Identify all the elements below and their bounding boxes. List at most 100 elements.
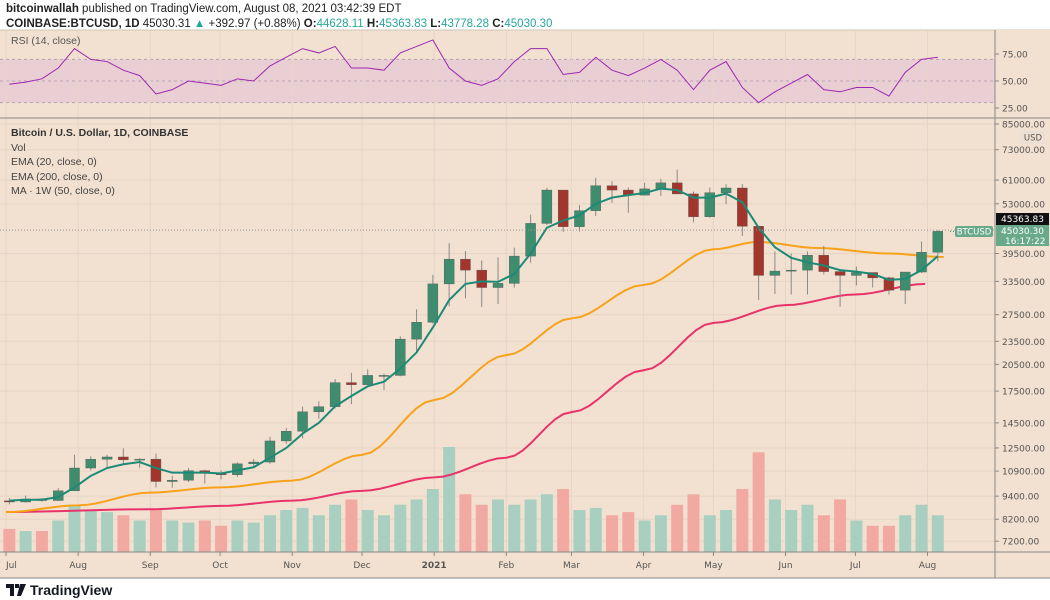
volume-bar bbox=[426, 489, 439, 552]
close-label: C: bbox=[492, 18, 505, 30]
candle-body bbox=[916, 252, 927, 273]
candle bbox=[671, 169, 683, 195]
candle-body bbox=[167, 479, 178, 482]
candle-body bbox=[753, 226, 764, 276]
candle-body bbox=[183, 470, 194, 481]
up-arrow-icon: ▲ bbox=[193, 18, 206, 30]
candle-body bbox=[53, 490, 64, 501]
price-axis-label: 33500.00 bbox=[1002, 278, 1045, 288]
candle bbox=[786, 253, 797, 295]
volume-bar bbox=[19, 531, 32, 552]
candle-body bbox=[932, 231, 944, 253]
candle bbox=[737, 183, 748, 237]
candle bbox=[101, 454, 113, 468]
volume-bar bbox=[296, 507, 309, 552]
candle bbox=[69, 454, 80, 492]
ma-1w-50-line bbox=[5, 282, 926, 513]
candle bbox=[4, 497, 15, 505]
ema-200-line bbox=[5, 240, 944, 514]
candle-body bbox=[118, 456, 129, 461]
time-axis-label: Sep bbox=[142, 561, 159, 571]
volume-bar bbox=[394, 504, 407, 552]
candle-body bbox=[883, 277, 895, 291]
time-axis-label: Aug bbox=[69, 561, 87, 571]
candle bbox=[834, 269, 846, 307]
candle bbox=[818, 245, 829, 275]
candle-body bbox=[297, 411, 308, 432]
candle-body bbox=[476, 269, 487, 288]
volume-bar bbox=[915, 504, 928, 552]
time-axis-label: 2021 bbox=[422, 561, 447, 571]
volume-bar bbox=[508, 504, 521, 552]
candle-body bbox=[150, 458, 162, 482]
candle-body bbox=[411, 322, 422, 340]
volume-bar bbox=[84, 510, 97, 552]
candle-body bbox=[4, 500, 15, 503]
candle bbox=[443, 243, 455, 307]
close-value: 45030.30 bbox=[504, 18, 553, 30]
candle bbox=[118, 448, 129, 464]
price-change: +392.97 (+0.88%) bbox=[208, 18, 301, 30]
candle-body bbox=[443, 258, 455, 285]
last-price-badge-text: 45030.30 bbox=[1001, 227, 1044, 237]
candle-body bbox=[737, 187, 748, 227]
candle bbox=[362, 369, 373, 385]
symbol-info: COINBASE:BTCUSD, 1D 45030.31 ▲ +392.97 (… bbox=[6, 18, 552, 30]
candle-body bbox=[541, 189, 553, 224]
candle bbox=[427, 274, 439, 324]
price-axis-label: 73000.00 bbox=[1002, 146, 1045, 156]
time-axis-label: Jul bbox=[5, 561, 17, 571]
candle bbox=[492, 257, 504, 304]
candle bbox=[541, 187, 553, 226]
volume-bar bbox=[149, 510, 162, 552]
candle-body bbox=[900, 271, 911, 291]
legend-ema20[interactable]: EMA (20, close, 0) bbox=[11, 156, 97, 168]
legend-vol[interactable]: Vol bbox=[11, 141, 26, 154]
candle-body bbox=[590, 185, 601, 211]
candle-body bbox=[281, 431, 292, 442]
high-price-badge-text: 45363.83 bbox=[1001, 215, 1044, 225]
price-axis-label: 7200.00 bbox=[1002, 538, 1039, 548]
volume-bar bbox=[654, 515, 667, 552]
author-name[interactable]: bitcoinwallah bbox=[6, 3, 79, 15]
low-label: L: bbox=[430, 18, 442, 30]
legend-ma1w50[interactable]: MA · 1W (50, close, 0) bbox=[11, 185, 115, 197]
legend-title: Bitcoin / U.S. Dollar, 1D, COINBASE bbox=[11, 127, 189, 139]
volume-bar bbox=[720, 510, 733, 552]
price-axis-label: 39500.00 bbox=[1002, 250, 1045, 260]
legend-ema200[interactable]: EMA (200, close, 0) bbox=[11, 170, 103, 183]
candle-body bbox=[769, 270, 781, 276]
volume-bar bbox=[68, 504, 81, 552]
volume-bar bbox=[557, 489, 570, 552]
volume-bar bbox=[866, 525, 879, 552]
volume-bar bbox=[524, 499, 537, 552]
open-value: 44628.11 bbox=[316, 18, 364, 30]
volume-bar bbox=[101, 512, 114, 552]
volume-bar bbox=[182, 522, 195, 552]
tradingview-logo[interactable]: TradingView bbox=[6, 582, 112, 598]
price-axis-label: 23500.00 bbox=[1002, 338, 1045, 348]
volume-bar bbox=[215, 525, 228, 552]
time-axis-label: Jul bbox=[849, 561, 861, 571]
volume-bar bbox=[492, 499, 505, 552]
high-price-badge bbox=[996, 213, 1049, 225]
high-value: 45363.83 bbox=[379, 18, 428, 30]
volume-bar bbox=[443, 447, 456, 552]
price-axis-label: 14500.00 bbox=[1002, 419, 1045, 429]
volume-bar bbox=[622, 512, 635, 552]
candle-body bbox=[557, 189, 569, 227]
candle bbox=[346, 372, 357, 405]
candle bbox=[85, 456, 96, 471]
price-axis-label: 61000.00 bbox=[1002, 177, 1045, 187]
candle-body bbox=[248, 461, 259, 465]
candle-body bbox=[134, 458, 145, 461]
rsi-axis-label: 50.00 bbox=[1002, 78, 1028, 88]
time-axis-label: Jun bbox=[778, 561, 793, 571]
candle-body bbox=[704, 192, 715, 217]
volume-bar bbox=[133, 520, 146, 552]
candle-body bbox=[574, 210, 585, 227]
candle bbox=[509, 247, 520, 288]
time-axis-label: Aug bbox=[919, 561, 937, 571]
volume-bar bbox=[361, 510, 374, 552]
